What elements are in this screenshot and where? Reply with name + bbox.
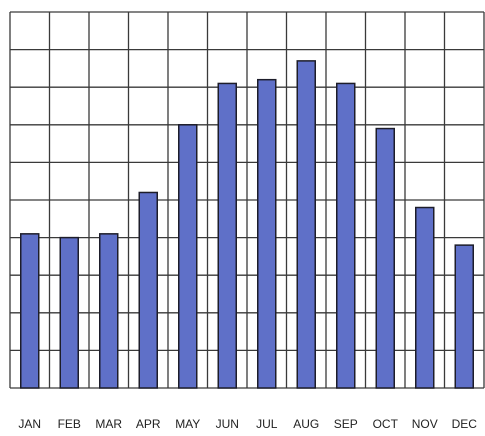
bar <box>336 82 356 389</box>
x-tick-label: APR <box>136 417 161 431</box>
bar <box>257 78 277 389</box>
bar <box>138 191 158 389</box>
x-tick-label: NOV <box>412 417 438 431</box>
bar <box>296 60 316 389</box>
bar <box>99 233 119 389</box>
bar <box>375 127 395 389</box>
x-tick-label: FEB <box>58 417 81 431</box>
x-tick-label: JUL <box>256 417 278 431</box>
x-tick-label: JUN <box>216 417 239 431</box>
bar <box>20 233 40 389</box>
bar <box>178 124 198 389</box>
x-tick-label: MAY <box>175 417 200 431</box>
bar <box>59 236 79 389</box>
x-tick-label: DEC <box>452 417 478 431</box>
x-tick-label: JAN <box>18 417 41 431</box>
bar <box>454 244 474 389</box>
x-tick-label: OCT <box>373 417 399 431</box>
x-tick-label: AUG <box>293 417 319 431</box>
bar <box>415 206 435 389</box>
bar <box>217 82 237 389</box>
x-tick-label: MAR <box>95 417 122 431</box>
x-tick-label: SEP <box>334 417 358 431</box>
